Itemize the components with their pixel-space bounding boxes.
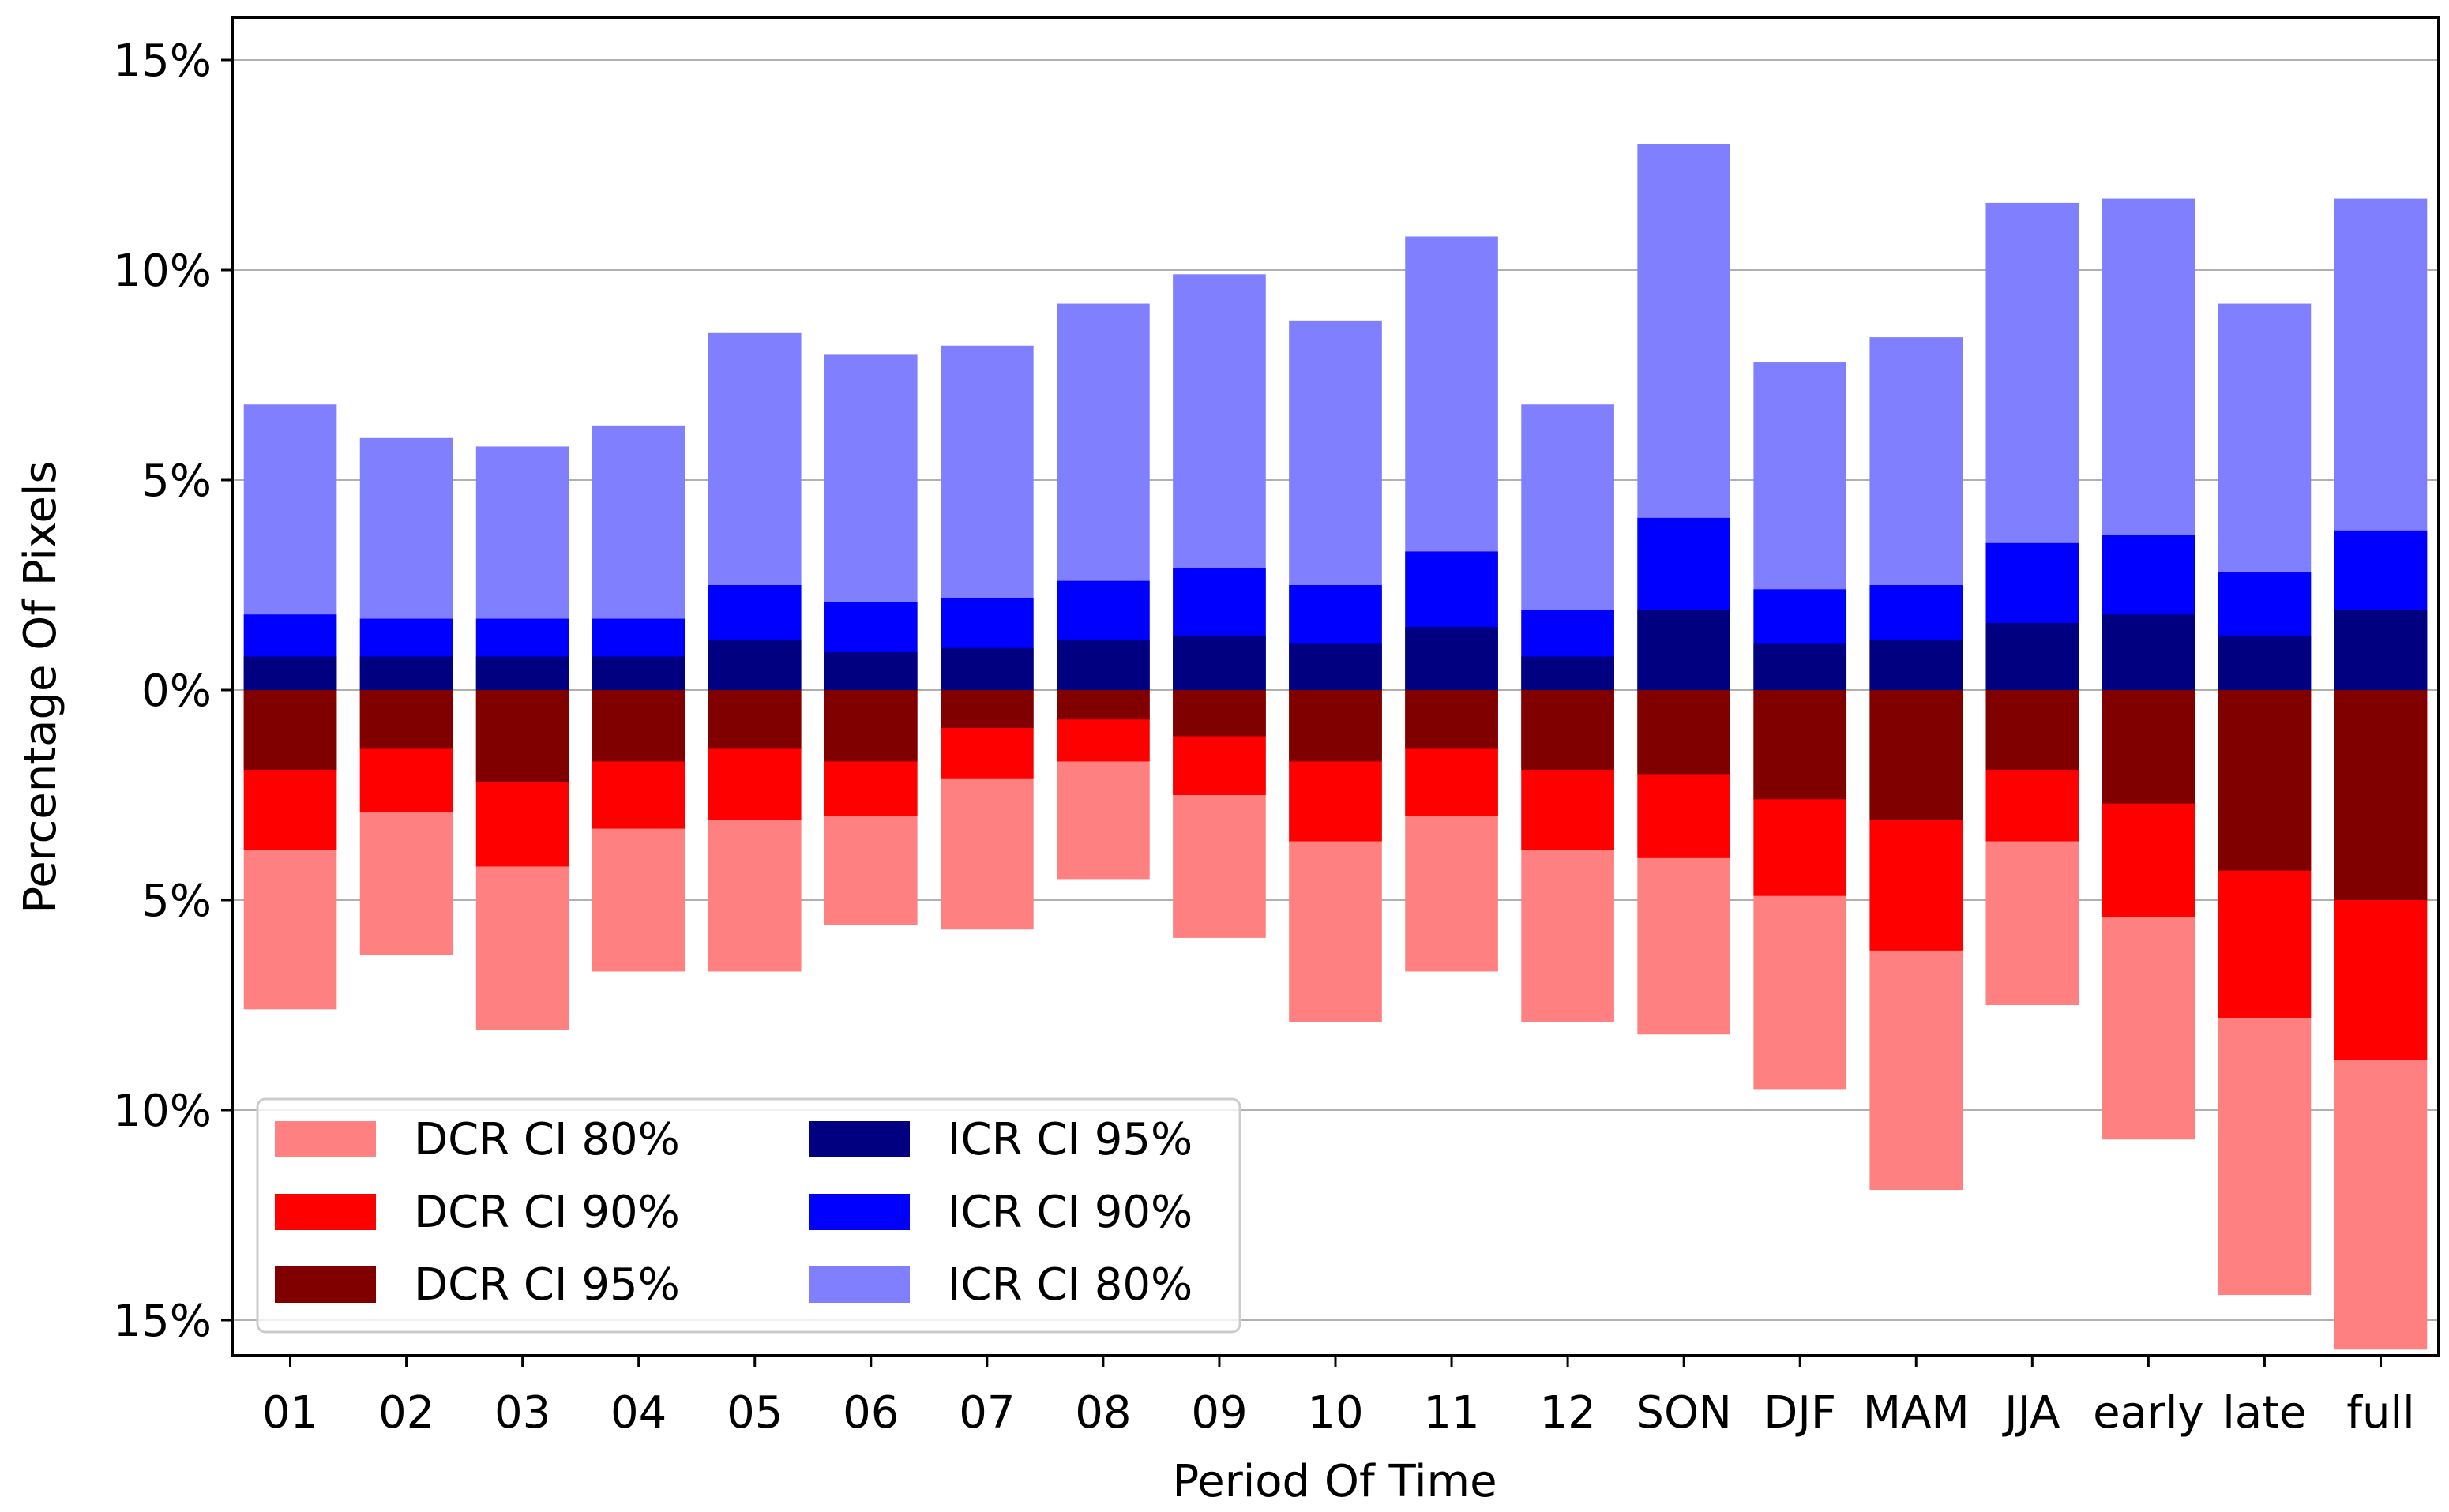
- bar-icr-ci-95--05: [708, 640, 802, 690]
- legend-label: ICR CI 90%: [948, 1187, 1193, 1238]
- bar-dcr-ci-95--mam: [1869, 690, 1963, 820]
- bars: [243, 144, 2428, 1350]
- x-tick-label: 01: [262, 1387, 318, 1439]
- x-tick-label: 05: [727, 1387, 783, 1439]
- x-tick-label: 09: [1191, 1387, 1247, 1439]
- x-tick-label: 10: [1307, 1387, 1363, 1439]
- legend: DCR CI 80% DCR CI 90% DCR CI 95% ICR CI 95%…: [256, 1097, 1241, 1334]
- y-tick-label: 5%: [141, 456, 212, 507]
- x-tick-label: early: [2093, 1387, 2204, 1439]
- bar-dcr-ci-95--djf: [1753, 690, 1847, 800]
- bar-icr-ci-95--08: [1057, 640, 1150, 690]
- bar-icr-ci-95--mam: [1869, 640, 1963, 690]
- y-tick-label: 5%: [141, 876, 212, 927]
- x-tick-label: full: [2346, 1387, 2414, 1439]
- bar-dcr-ci-95--05: [708, 690, 802, 749]
- bar-dcr-ci-95--11: [1405, 690, 1498, 749]
- y-tick-label: 10%: [114, 1086, 212, 1137]
- x-tick-label: 08: [1075, 1387, 1131, 1439]
- legend-box: [256, 1097, 1241, 1334]
- bar-icr-ci-95--late: [2218, 635, 2312, 690]
- bar-icr-ci-95--09: [1173, 635, 1266, 690]
- x-tick-label: late: [2222, 1387, 2306, 1439]
- legend-label: ICR CI 80%: [948, 1259, 1193, 1311]
- bar-icr-ci-95--11: [1405, 627, 1498, 690]
- y-axis: 15% 10% 5% 0% 5% 10% 15%: [114, 36, 232, 1347]
- x-tick-label: 03: [494, 1387, 550, 1439]
- legend-swatch: [809, 1194, 910, 1230]
- bar-icr-ci-95--jja: [1985, 622, 2079, 690]
- bar-dcr-ci-95--09: [1173, 690, 1266, 737]
- bar-dcr-ci-95--02: [359, 690, 453, 749]
- x-tick-label: 06: [843, 1387, 899, 1439]
- bar-icr-ci-95--12: [1521, 656, 1614, 690]
- bar-dcr-ci-95--son: [1637, 690, 1730, 775]
- y-tick-label: 15%: [114, 36, 212, 87]
- bar-icr-ci-95--07: [941, 647, 1034, 690]
- bar-icr-ci-95--06: [824, 652, 918, 690]
- bar-icr-ci-95--10: [1289, 643, 1382, 690]
- bar-icr-ci-95--djf: [1753, 643, 1847, 690]
- bar-dcr-ci-95--07: [941, 690, 1034, 728]
- y-tick-label: 0%: [141, 666, 212, 717]
- bar-dcr-ci-95--08: [1057, 690, 1150, 720]
- bar-dcr-ci-95--03: [475, 690, 569, 783]
- bar-icr-ci-95--early: [2102, 614, 2195, 690]
- x-tick-label: DJF: [1764, 1387, 1836, 1439]
- x-tick-label: 11: [1423, 1387, 1479, 1439]
- y-tick-label: 10%: [114, 246, 212, 297]
- x-tick-label: SON: [1636, 1387, 1732, 1439]
- legend-swatch: [809, 1266, 910, 1303]
- x-tick-label: MAM: [1863, 1387, 1970, 1439]
- bar-dcr-ci-95--10: [1289, 690, 1382, 762]
- bar-icr-ci-95--03: [475, 656, 569, 690]
- bar-dcr-ci-95--12: [1521, 690, 1614, 771]
- x-tick-label: 12: [1539, 1387, 1595, 1439]
- bar-icr-ci-95--full: [2334, 610, 2428, 690]
- bar-dcr-ci-95--01: [243, 690, 337, 771]
- x-tick-label: 02: [378, 1387, 434, 1439]
- legend-swatch: [275, 1266, 376, 1303]
- bar-icr-ci-95--04: [592, 656, 685, 690]
- bar-dcr-ci-95--full: [2334, 690, 2428, 900]
- bar-dcr-ci-95--jja: [1985, 690, 2079, 771]
- legend-label: DCR CI 95%: [414, 1259, 680, 1311]
- x-tick-label: JJA: [2002, 1387, 2060, 1439]
- legend-swatch: [809, 1121, 910, 1157]
- bar-dcr-ci-95--04: [592, 690, 685, 762]
- bar-dcr-ci-95--early: [2102, 690, 2195, 804]
- legend-label: DCR CI 80%: [414, 1114, 680, 1165]
- legend-label: ICR CI 95%: [948, 1114, 1193, 1165]
- y-axis-title: Percentage Of Pixels: [15, 460, 66, 913]
- x-axis-title: Period Of Time: [1172, 1456, 1497, 1507]
- bar-dcr-ci-95--late: [2218, 690, 2312, 871]
- x-tick-label: 04: [610, 1387, 667, 1439]
- legend-label: DCR CI 90%: [414, 1187, 680, 1238]
- legend-swatch: [275, 1194, 376, 1230]
- x-axis: 01 02 03 04 05 06 07 08 09 10 11 12 SON DJF MAM JJA earl…: [262, 1356, 2415, 1439]
- x-tick-label: 07: [959, 1387, 1015, 1439]
- y-tick-label: 15%: [114, 1296, 212, 1347]
- bar-icr-ci-95--01: [243, 656, 337, 690]
- bar-icr-ci-95--02: [359, 656, 453, 690]
- legend-swatch: [275, 1121, 376, 1157]
- bar-dcr-ci-95--06: [824, 690, 918, 762]
- bar-icr-ci-95--son: [1637, 610, 1730, 690]
